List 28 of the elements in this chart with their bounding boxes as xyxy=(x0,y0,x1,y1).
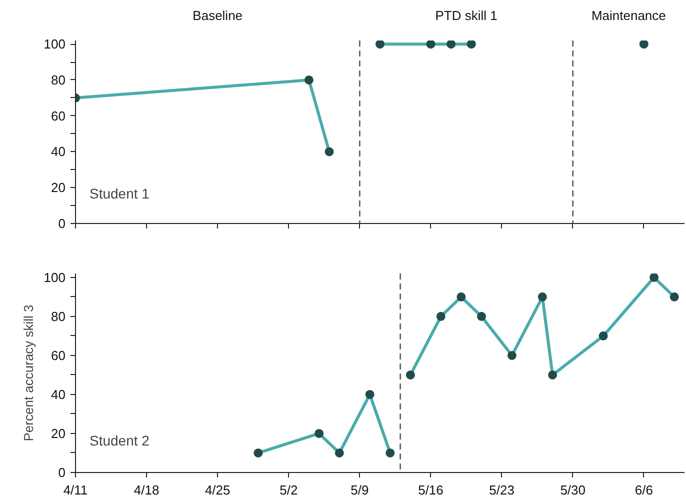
y-tick-label: 40 xyxy=(51,144,66,160)
y-tick-label: 20 xyxy=(51,426,66,441)
y-tick-label: 20 xyxy=(51,180,66,196)
y-tick-label: 80 xyxy=(51,72,66,88)
x-tick-label: 4/25 xyxy=(204,482,230,498)
point xyxy=(639,40,648,49)
y-tick-label: 0 xyxy=(58,465,66,480)
text: Maintenance xyxy=(591,8,666,23)
y-tick-label: 0 xyxy=(58,216,66,231)
text: PTD skill 1 xyxy=(435,8,498,23)
y-tick-label: 80 xyxy=(51,308,66,324)
x-tick-label: 5/23 xyxy=(489,482,514,498)
annotation: Student 1 xyxy=(90,186,150,202)
x-tick-label: 6/6 xyxy=(634,482,653,498)
x-tick-label: 5/30 xyxy=(560,482,586,498)
y-tick-label: 100 xyxy=(44,270,66,285)
annotation: Student 2 xyxy=(90,432,150,449)
y-axis-title: Percent accuracy skill 3 xyxy=(20,304,36,442)
x-tick-label: 4/18 xyxy=(134,482,160,498)
x-tick-label: 4/11 xyxy=(63,482,88,498)
y-tick-label: 60 xyxy=(51,108,66,124)
x-tick-label: 5/9 xyxy=(350,482,369,498)
y-tick-label: 60 xyxy=(51,348,66,363)
text: Baseline xyxy=(192,8,243,23)
x-tick-label: 5/2 xyxy=(280,482,298,498)
y-tick-label: 40 xyxy=(51,386,66,402)
x-tick-label: 5/16 xyxy=(418,482,444,498)
y-tick-label: 100 xyxy=(44,36,66,52)
